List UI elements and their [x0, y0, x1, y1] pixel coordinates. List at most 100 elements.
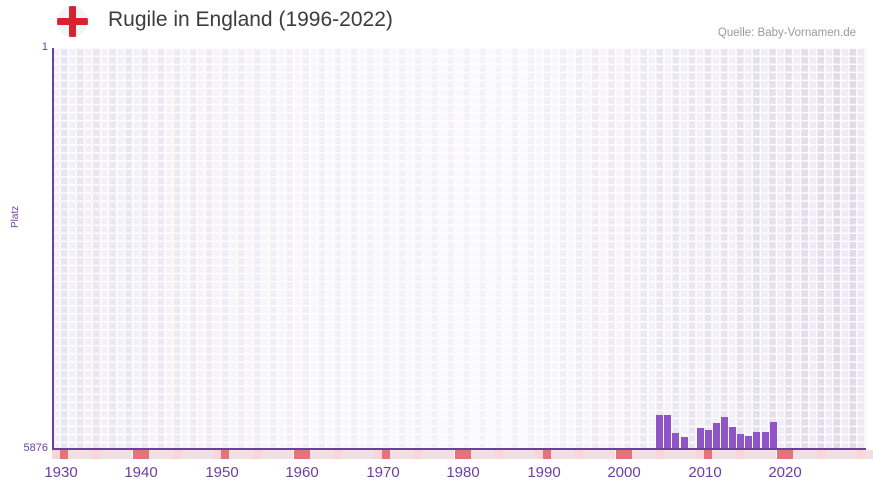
- bar-2017[interactable]: [762, 432, 770, 449]
- x-tick-minor: [639, 450, 648, 459]
- x-tick-minor: [365, 450, 374, 459]
- x-tick-minor: [865, 450, 873, 459]
- x-tick-minor: [261, 450, 270, 459]
- x-tick-major: [132, 450, 141, 459]
- x-tick-major: [382, 450, 391, 459]
- x-tick-minor: [229, 450, 238, 459]
- x-tick-minor: [422, 450, 431, 459]
- bar-2009[interactable]: [697, 428, 705, 449]
- x-tick-minor: [116, 450, 125, 459]
- x-tick-major: [462, 450, 471, 459]
- x-tick-major: [704, 450, 713, 459]
- x-tick-major: [140, 450, 149, 459]
- x-tick-minor: [494, 450, 503, 459]
- x-axis-label-1970: 1970: [366, 464, 400, 481]
- x-tick-minor: [575, 450, 584, 459]
- england-flag-icon: [57, 6, 88, 37]
- bar-2018[interactable]: [770, 422, 778, 449]
- x-tick-minor: [824, 450, 833, 459]
- x-tick-minor: [414, 450, 423, 459]
- x-tick-minor: [478, 450, 487, 459]
- x-tick-minor: [816, 450, 825, 459]
- x-tick-minor: [752, 450, 761, 459]
- x-axis-label-2000: 2000: [607, 464, 641, 481]
- x-tick-minor: [768, 450, 777, 459]
- x-tick-minor: [68, 450, 77, 459]
- plot-area: [52, 48, 866, 449]
- x-tick-minor: [108, 450, 117, 459]
- x-tick-major: [776, 450, 785, 459]
- x-tick-minor: [792, 450, 801, 459]
- y-axis-tick-top: 1: [41, 41, 48, 53]
- y-axis-line: [52, 48, 54, 449]
- bar-2010[interactable]: [705, 430, 713, 449]
- x-tick-minor: [631, 450, 640, 459]
- x-tick-minor: [196, 450, 205, 459]
- x-tick-minor: [744, 450, 753, 459]
- x-tick-minor: [148, 450, 157, 459]
- x-tick-minor: [100, 450, 109, 459]
- x-tick-minor: [341, 450, 350, 459]
- bar-2005[interactable]: [664, 415, 672, 449]
- x-tick-minor: [510, 450, 519, 459]
- x-tick-minor: [832, 450, 841, 459]
- x-tick-minor: [679, 450, 688, 459]
- x-tick-minor: [647, 450, 656, 459]
- x-tick-minor: [857, 450, 866, 459]
- x-tick-minor: [277, 450, 286, 459]
- x-tick-major: [784, 450, 793, 459]
- x-tick-minor: [52, 450, 61, 459]
- x-tick-minor: [357, 450, 366, 459]
- x-tick-minor: [671, 450, 680, 459]
- x-tick-minor: [172, 450, 181, 459]
- source-attribution: Quelle: Baby-Vornamen.de: [717, 27, 856, 39]
- bar-2006[interactable]: [672, 433, 680, 449]
- x-tick-minor: [446, 450, 455, 459]
- x-tick-minor: [800, 450, 809, 459]
- x-tick-minor: [712, 450, 721, 459]
- x-tick-minor: [84, 450, 93, 459]
- x-tick-major: [221, 450, 230, 459]
- x-tick-major: [543, 450, 552, 459]
- x-tick-minor: [237, 450, 246, 459]
- x-axis-label-1960: 1960: [285, 464, 319, 481]
- x-tick-minor: [583, 450, 592, 459]
- x-tick-major: [454, 450, 463, 459]
- x-axis-label-1950: 1950: [205, 464, 239, 481]
- x-tick-minor: [470, 450, 479, 459]
- x-tick-minor: [655, 450, 664, 459]
- bar-2011[interactable]: [713, 423, 721, 449]
- x-tick-minor: [398, 450, 407, 459]
- x-tick-minor: [374, 450, 383, 459]
- x-tick-minor: [349, 450, 358, 459]
- x-tick-minor: [848, 450, 857, 459]
- bar-2015[interactable]: [745, 436, 753, 449]
- x-tick-minor: [808, 450, 817, 459]
- x-tick-minor: [720, 450, 729, 459]
- x-tick-minor: [309, 450, 318, 459]
- x-axis-label-1930: 1930: [44, 464, 78, 481]
- x-tick-minor: [591, 450, 600, 459]
- x-tick-minor: [285, 450, 294, 459]
- bar-2004[interactable]: [656, 415, 664, 449]
- x-tick-major: [60, 450, 69, 459]
- x-tick-minor: [551, 450, 560, 459]
- bar-2016[interactable]: [753, 432, 761, 449]
- bar-2012[interactable]: [721, 417, 729, 449]
- x-tick-major: [301, 450, 310, 459]
- bar-2014[interactable]: [737, 434, 745, 449]
- x-tick-minor: [245, 450, 254, 459]
- x-tick-minor: [269, 450, 278, 459]
- x-tick-minor: [502, 450, 511, 459]
- x-tick-minor: [390, 450, 399, 459]
- x-tick-minor: [92, 450, 101, 459]
- x-tick-major: [293, 450, 302, 459]
- bar-2007[interactable]: [681, 437, 689, 449]
- bar-2013[interactable]: [729, 427, 737, 449]
- x-tick-minor: [213, 450, 222, 459]
- x-tick-minor: [518, 450, 527, 459]
- x-tick-minor: [696, 450, 705, 459]
- x-axis-label-1940: 1940: [124, 464, 158, 481]
- x-tick-minor: [156, 450, 165, 459]
- x-axis-label-1980: 1980: [446, 464, 480, 481]
